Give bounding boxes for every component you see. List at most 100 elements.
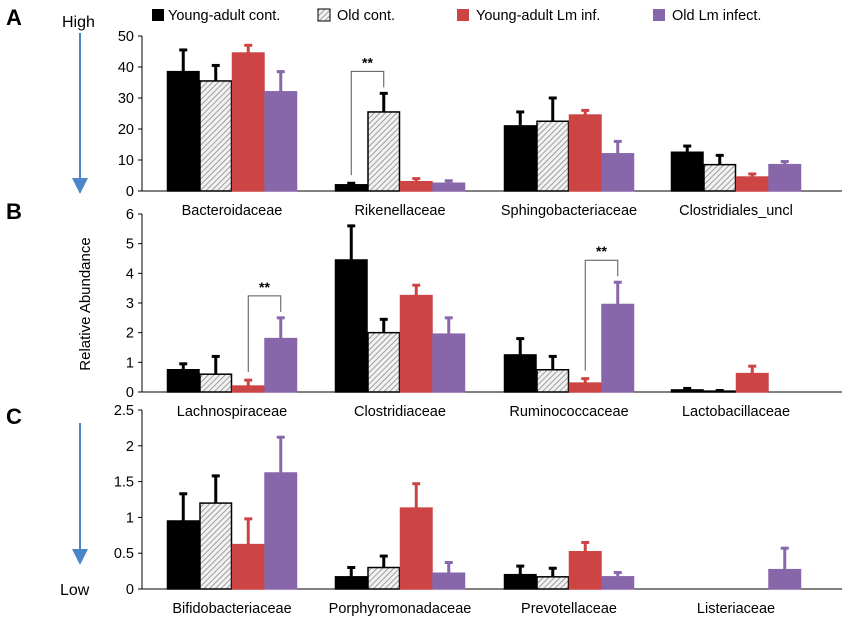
y-tick-label: 1.5: [114, 475, 134, 491]
y-tick-label: 1: [126, 355, 134, 371]
bar-group-ruminococcaceae: [503, 280, 635, 393]
bar-old-lm-infect: [264, 337, 298, 393]
significance-bracket: **: [350, 54, 385, 176]
bar-old-cont: [536, 576, 570, 590]
bar-young-adult-cont: [334, 259, 368, 393]
y-tick-label: 0: [126, 582, 134, 598]
bar-group-clostridiaceae: [334, 224, 466, 393]
category-label-bacteroidaceae: Bacteroidaceae: [182, 203, 283, 219]
bar-old-cont: [367, 566, 401, 590]
bar-old-cont: [367, 331, 401, 393]
category-label-prevotellaceae: Prevotellaceae: [521, 601, 617, 617]
bar-group-clostridiales-uncl: [670, 144, 802, 192]
bar-old-lm-infect: [768, 163, 802, 192]
bar-young-adult-cont: [503, 573, 537, 590]
legend-swatch-young-adult-cont: [152, 9, 164, 21]
legend-item-old-cont: Old cont.: [317, 8, 395, 24]
bar-young-adult-lm-inf: [399, 507, 433, 590]
category-label-porphyromonadaceae: Porphyromonadaceae: [329, 601, 472, 617]
bar-young-adult-lm-inf: [568, 114, 602, 192]
category-label-lactobacillaceae: Lactobacillaceae: [682, 404, 790, 420]
bar-young-adult-lm-inf: [399, 180, 433, 192]
bar-young-adult-lm-inf: [568, 382, 602, 393]
y-tick-label: 2.5: [114, 403, 134, 419]
legend-label-young-adult-lm-inf: Young-adult Lm inf.: [476, 8, 600, 24]
scale-high-label: High: [62, 14, 95, 31]
bar-young-adult-cont: [334, 184, 368, 192]
bar-young-adult-cont: [166, 70, 200, 192]
legend-label-young-adult-cont: Young-adult cont.: [168, 8, 280, 24]
bar-young-adult-cont: [670, 151, 704, 192]
bar-old-lm-infect: [601, 153, 635, 192]
y-tick-label: 30: [118, 91, 134, 107]
bracket-line: [247, 295, 282, 373]
bar-group-bacteroidaceae: [166, 43, 298, 192]
bar-group-lactobacillaceae: [670, 364, 769, 393]
y-tick-label: 5: [126, 237, 134, 253]
y-tick-label: 20: [118, 122, 134, 138]
bar-young-adult-cont: [166, 520, 200, 590]
bar-young-adult-cont: [334, 576, 368, 590]
bar-young-adult-lm-inf: [231, 543, 265, 590]
legend-swatch-old-cont: [317, 8, 331, 22]
legend-item-young-adult-lm-inf: Young-adult Lm inf.: [457, 8, 600, 24]
legend-item-old-lm-infect: Old Lm infect.: [653, 8, 761, 24]
y-tick-label: 0.5: [114, 546, 134, 562]
significance-marker: **: [259, 279, 270, 295]
bar-old-lm-infect: [601, 576, 635, 590]
bar-young-adult-lm-inf: [231, 52, 265, 192]
bar-old-lm-infect: [768, 568, 802, 590]
bar-group-lachnospiraceae: [166, 316, 298, 393]
panel-letter: B: [6, 199, 22, 224]
bar-old-lm-infect: [432, 182, 466, 192]
legend-item-young-adult-cont: Young-adult cont.: [152, 8, 280, 24]
category-label-listeriaceae: Listeriaceae: [697, 601, 775, 617]
bar-young-adult-lm-inf: [735, 372, 769, 393]
y-tick-label: 50: [118, 29, 134, 45]
bar-old-lm-infect: [432, 333, 466, 393]
legend-label-old-lm-infect: Old Lm infect.: [672, 8, 761, 24]
y-tick-label: 2: [126, 326, 134, 342]
y-tick-label: 1: [126, 510, 134, 526]
panel-b: B 0 1 2 3 4 5 6 Lachnospiraceae Clostridiaceae Rum…: [6, 199, 842, 420]
bar-young-adult-lm-inf: [735, 176, 769, 192]
bar-young-adult-lm-inf: [399, 294, 433, 393]
bar-old-lm-infect: [264, 91, 298, 192]
bar-group-prevotellaceae: [503, 540, 635, 590]
category-label-clostridiaceae: Clostridiaceae: [354, 404, 446, 420]
legend-swatch-young-adult-lm-inf: [457, 9, 469, 21]
bar-young-adult-lm-inf: [231, 385, 265, 393]
bar-old-cont: [199, 373, 233, 393]
bar-group-bifidobacteriaceae: [166, 435, 298, 590]
bar-old-cont: [367, 111, 401, 192]
y-tick-label: 0: [126, 385, 134, 401]
y-tick-label: 6: [126, 207, 134, 223]
bar-old-cont: [199, 502, 233, 590]
panel-letter: A: [6, 5, 22, 30]
legend: Young-adult cont. Old cont. Young-adult …: [152, 8, 761, 24]
bar-old-lm-infect: [601, 303, 635, 393]
y-tick-label: 40: [118, 60, 134, 76]
significance-marker: **: [596, 243, 607, 259]
bar-old-lm-infect: [432, 572, 466, 590]
bracket-line: [350, 70, 385, 176]
y-tick-label: 2: [126, 439, 134, 455]
bracket-line: [584, 259, 619, 371]
bar-old-lm-infect: [264, 472, 298, 590]
bar-young-adult-cont: [166, 369, 200, 393]
category-label-clostridiales-uncl: Clostridiales_uncl: [679, 203, 793, 219]
bar-young-adult-lm-inf: [568, 551, 602, 590]
significance-bracket: **: [247, 279, 282, 373]
y-tick-label: 10: [118, 153, 134, 169]
panel-c: C 0 0.5 1 1.5 2 2.5 Bifidobacteriaceae Porphyrom…: [6, 403, 842, 617]
y-tick-label: 3: [126, 296, 134, 312]
bar-young-adult-cont: [503, 354, 537, 393]
panel-a: A 0 10 20 30 40 50 Bacteroidaceae Rikenellaceae S…: [6, 5, 842, 219]
category-label-lachnospiraceae: Lachnospiraceae: [177, 404, 287, 420]
category-label-ruminococcaceae: Ruminococcaceae: [509, 404, 628, 420]
bar-group-sphingobacteriaceae: [503, 96, 635, 192]
bar-group-rikenellaceae: [334, 91, 466, 192]
scale-low-label: Low: [60, 582, 90, 599]
bar-old-cont: [536, 120, 570, 192]
